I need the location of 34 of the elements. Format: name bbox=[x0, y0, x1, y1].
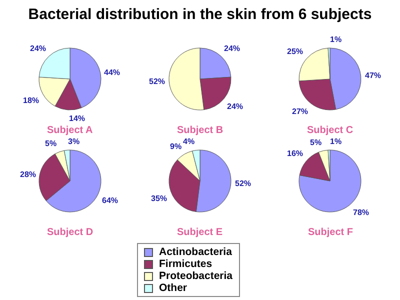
text: Subject F bbox=[308, 227, 354, 238]
data-label: 52% bbox=[235, 179, 252, 188]
data-label: 28% bbox=[20, 170, 36, 179]
text: Subject E bbox=[177, 227, 223, 238]
data-label: 64% bbox=[102, 196, 118, 205]
legend-label: Actinobacteria bbox=[159, 246, 232, 258]
data-label: 18% bbox=[23, 96, 40, 105]
text: Subject C bbox=[307, 125, 354, 136]
data-label: 27% bbox=[292, 107, 308, 116]
legend-label: Proteobacteria bbox=[159, 270, 233, 282]
data-label: 24% bbox=[224, 44, 240, 53]
data-label: 5% bbox=[45, 139, 57, 148]
data-label: 35% bbox=[151, 194, 168, 203]
data-label: 52% bbox=[149, 77, 166, 86]
data-label: 1% bbox=[330, 35, 342, 44]
data-label: 4% bbox=[183, 137, 195, 146]
data-label: 24% bbox=[227, 102, 244, 111]
data-label: 14% bbox=[69, 114, 86, 123]
chart-title: Bacterial distribution in the skin from 6 subjects bbox=[27, 6, 373, 23]
text: Subject D bbox=[47, 227, 94, 238]
text: Subject B bbox=[177, 125, 224, 136]
data-label: 9% bbox=[170, 142, 182, 151]
text: Subject A bbox=[47, 125, 93, 136]
legend-label: Firmicutes bbox=[159, 258, 212, 270]
data-label: 44% bbox=[104, 68, 120, 77]
data-label: 78% bbox=[353, 208, 370, 217]
data-label: 25% bbox=[287, 47, 304, 56]
data-label: 16% bbox=[287, 149, 304, 158]
data-label: 1% bbox=[330, 137, 342, 146]
data-label: 5% bbox=[310, 138, 322, 147]
data-label: 47% bbox=[365, 71, 382, 80]
data-label: 24% bbox=[30, 44, 46, 53]
legend-label: Other bbox=[159, 282, 188, 294]
data-label: 3% bbox=[68, 137, 80, 146]
